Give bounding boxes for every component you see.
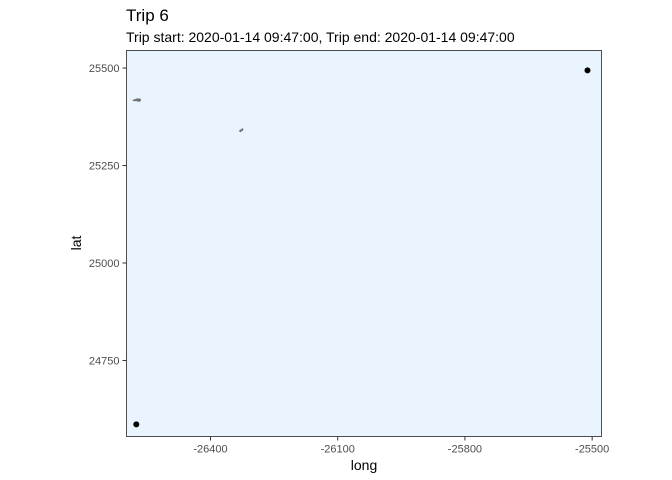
trip-point-2: [133, 421, 140, 428]
x-axis-title: long: [351, 457, 377, 473]
x-axis: -26400 -26100 -25800 -25500: [193, 436, 609, 456]
x-tick-label: -25500: [575, 444, 609, 456]
points-layer: [133, 67, 591, 428]
x-tick-label: -26400: [193, 444, 227, 456]
x-tick-label: -25800: [448, 444, 482, 456]
y-axis-title: lat: [68, 236, 84, 251]
y-tick-label: 25000: [89, 258, 120, 270]
trip-point-1: [584, 67, 591, 74]
y-tick-label: 25250: [89, 161, 120, 173]
land-layer: [132, 98, 244, 133]
plot-panel: [126, 50, 602, 437]
land-polygon-1: [132, 98, 142, 102]
land-polygon-2: [238, 128, 244, 133]
x-tick-label: -26100: [321, 444, 355, 456]
y-axis: 24750 25000 25250 25500: [89, 63, 127, 367]
y-tick-label: 24750: [89, 355, 120, 367]
chart-title: Trip 6: [126, 6, 169, 25]
chart-subtitle: Trip start: 2020-01-14 09:47:00, Trip en…: [126, 29, 515, 45]
y-tick-label: 25500: [89, 63, 120, 75]
